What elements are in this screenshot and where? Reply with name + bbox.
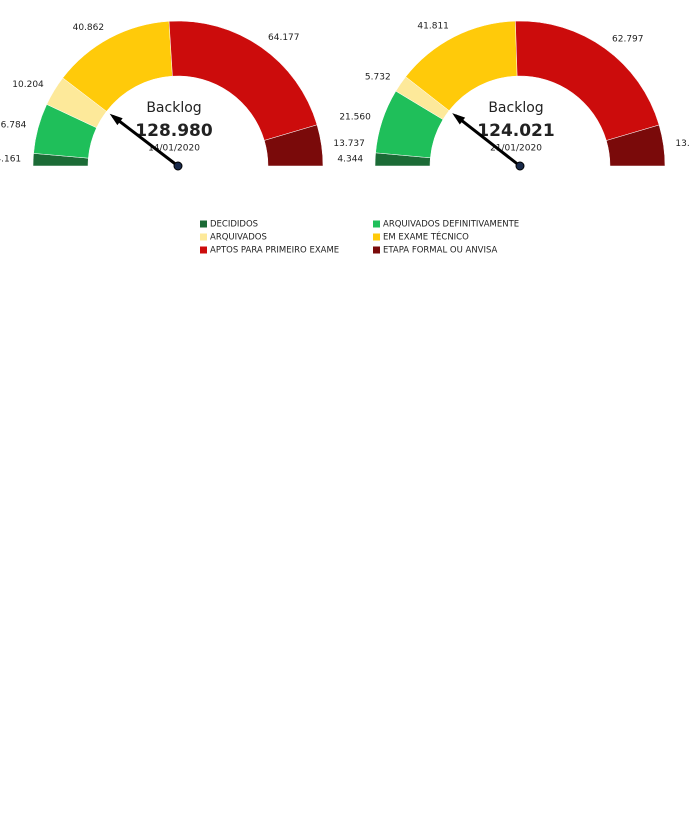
value-label: 5.732 <box>365 72 391 82</box>
legend-label: APTOS PARA PRIMEIRO EXAME <box>210 246 339 256</box>
legend-swatch <box>373 221 380 228</box>
value-label: 40.862 <box>73 23 105 33</box>
gauge-total: 128.980 <box>135 121 213 141</box>
value-label: 13.737 <box>333 139 365 149</box>
value-label: 16.784 <box>0 121 27 131</box>
legend-label: ARQUIVADOS <box>210 233 267 243</box>
legend-label: ARQUIVADOS DEFINITIVAMENTE <box>383 220 519 230</box>
value-label: 64.177 <box>268 33 300 43</box>
gauge-total: 124.021 <box>477 121 554 141</box>
value-label: 13.681 <box>675 139 690 149</box>
value-label: 4.161 <box>0 155 21 165</box>
legend-label: EM EXAME TÉCNICO <box>383 231 469 243</box>
legend-label: ETAPA FORMAL OU ANVISA <box>383 246 498 256</box>
needle-hub <box>516 162 524 170</box>
legend-swatch <box>200 221 207 228</box>
value-label: 4.344 <box>337 154 363 164</box>
legend-swatch <box>200 234 207 241</box>
legend-swatch <box>373 247 380 254</box>
gauge-title: Backlog <box>146 100 201 116</box>
value-label: 21.560 <box>339 113 371 123</box>
legend-swatch <box>373 234 380 241</box>
value-label: 62.797 <box>612 34 644 44</box>
gauge-title: Backlog <box>488 100 543 116</box>
needle-hub <box>174 162 182 170</box>
value-label: 10.204 <box>12 80 44 90</box>
legend-label: DECIDIDOS <box>210 220 258 230</box>
value-label: 41.811 <box>417 22 449 32</box>
legend-swatch <box>200 247 207 254</box>
